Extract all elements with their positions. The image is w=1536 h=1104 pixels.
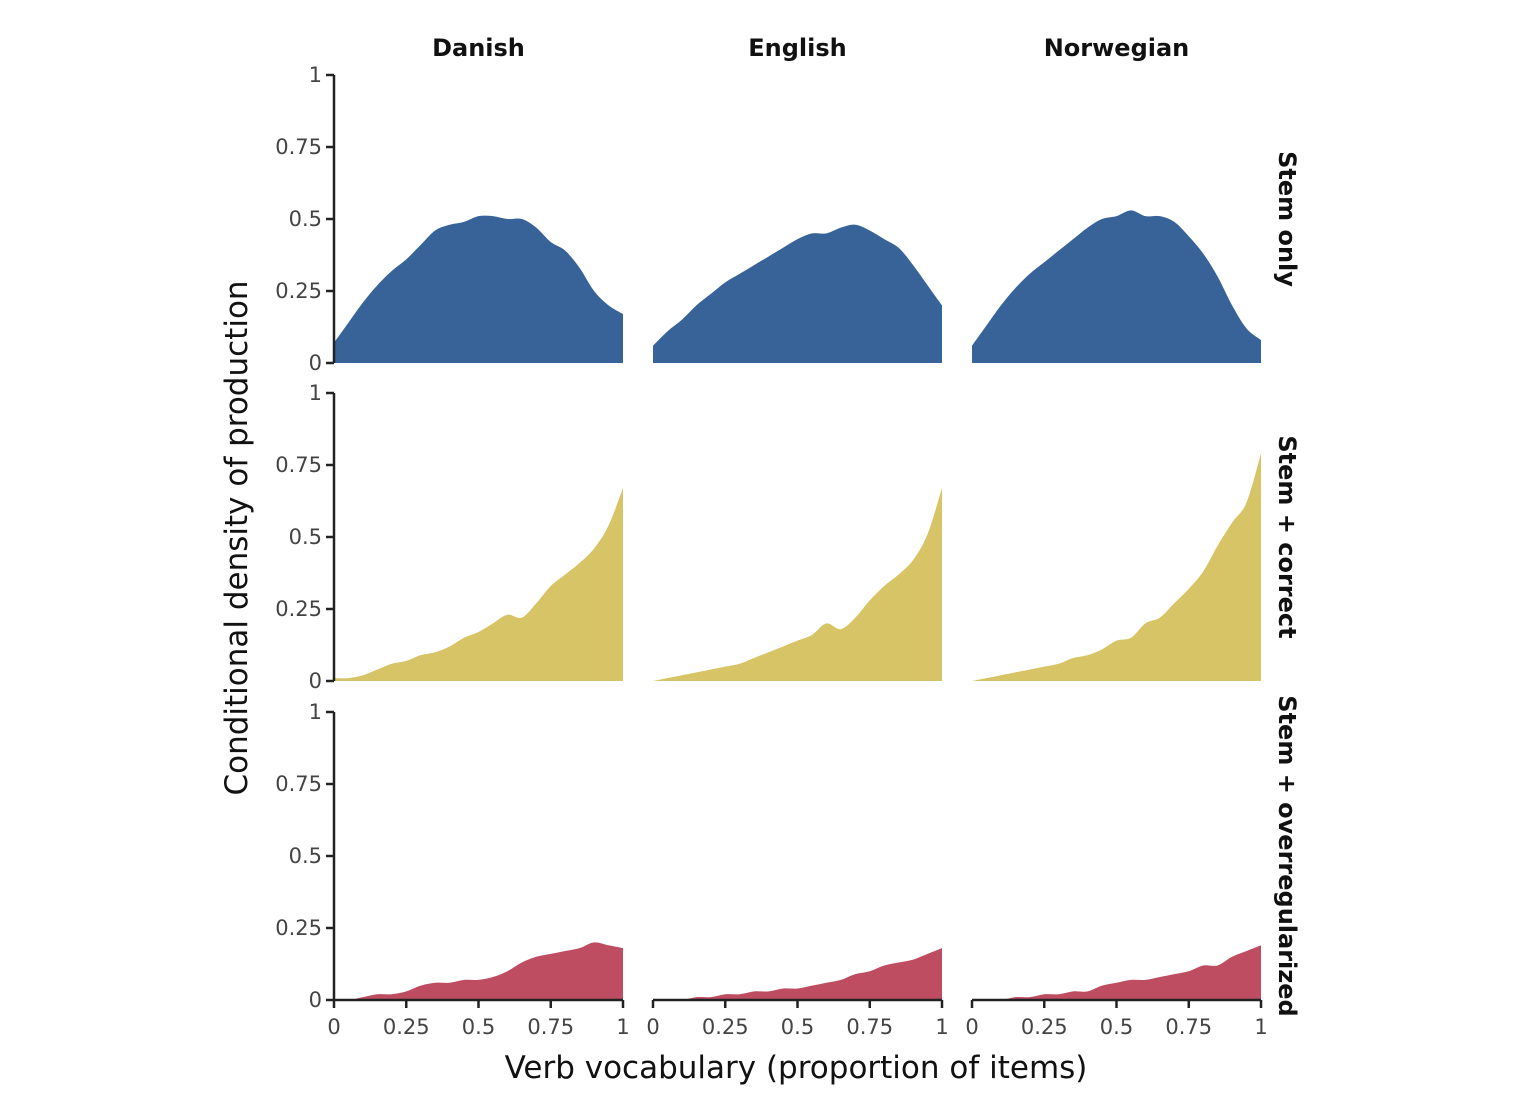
x-tick-label: 0.75 [527, 1015, 574, 1039]
x-axis-title: Verb vocabulary (proportion of items) [505, 1050, 1088, 1086]
density-area-stem-overregularized-danish [334, 942, 623, 1001]
y-tick-label: 1 [309, 63, 322, 87]
y-tick-label: 0 [309, 351, 322, 375]
x-tick-label: 0 [327, 1015, 340, 1039]
y-tick-label: 0.75 [275, 135, 322, 159]
labels-layer: Danish English Norwegian Stem only Stem + co… [432, 34, 1301, 1017]
density-area-stem-correct-norwegian [972, 453, 1261, 681]
column-label-english: English [748, 34, 846, 62]
panel-stem-overregularized-norwegian: 0 0.25 0.5 0.75 1 [965, 945, 1268, 1039]
panels-layer: 00.250.50.75100.250.50.75100.250.50.7510… [275, 63, 1267, 1039]
x-tick-label: 0.5 [781, 1015, 814, 1039]
density-area-stem-correct-english [653, 488, 942, 681]
y-axis-title: Conditional density of production [219, 280, 255, 795]
y-tick-label: 0.5 [289, 525, 322, 549]
panel-stem-correct-danish: 0 0.25 0.5 0.75 1 [275, 381, 623, 693]
column-label-norwegian: Norwegian [1044, 34, 1190, 62]
y-tick-label: 1 [309, 381, 322, 405]
y-tick-label: 0.25 [275, 597, 322, 621]
x-tick-label: 0.75 [1165, 1015, 1212, 1039]
x-tick-label: 0.25 [702, 1015, 749, 1039]
y-tick-label: 1 [309, 700, 322, 724]
x-tick-label: 1 [935, 1015, 948, 1039]
column-label-danish: Danish [432, 34, 525, 62]
x-tick-label: 0.25 [383, 1015, 430, 1039]
row-label-stem-correct: Stem + correct [1273, 435, 1301, 638]
x-tick-label: 0.75 [846, 1015, 893, 1039]
panel-stem-correct-english [653, 488, 942, 681]
density-area-stem-only-danish [334, 215, 623, 363]
density-area-stem-overregularized-english [653, 948, 942, 1001]
x-tick-label: 1 [616, 1015, 629, 1039]
x-tick-label: 1 [1254, 1015, 1267, 1039]
x-tick-label: 0 [965, 1015, 978, 1039]
panel-stem-only-english [653, 224, 942, 363]
density-area-stem-correct-danish [334, 488, 623, 681]
row-label-stem-only: Stem only [1273, 151, 1301, 287]
x-tick-label: 0.5 [462, 1015, 495, 1039]
density-area-stem-only-english [653, 224, 942, 363]
x-tick-label: 0 [646, 1015, 659, 1039]
panel-stem-only-danish: 0 0.25 0.5 0.75 1 [275, 63, 623, 375]
y-tick-label: 0.5 [289, 844, 322, 868]
x-tick-label: 0.25 [1021, 1015, 1068, 1039]
y-tick-label: 0.25 [275, 279, 322, 303]
y-tick-label: 0.5 [289, 207, 322, 231]
panel-stem-overregularized-english: 0 0.25 0.5 0.75 1 [646, 948, 949, 1039]
row-label-stem-overregularized: Stem + overregularized [1273, 695, 1301, 1016]
panel-stem-overregularized-danish: 0 0.25 0.5 0.75 1 0 0.25 0.5 0.75 1 [275, 700, 629, 1039]
y-tick-label: 0 [309, 669, 322, 693]
y-tick-label: 0.75 [275, 772, 322, 796]
y-tick-label: 0 [309, 988, 322, 1012]
density-area-stem-only-norwegian [972, 210, 1261, 363]
panel-stem-correct-norwegian [972, 453, 1261, 681]
y-tick-label: 0.25 [275, 916, 322, 940]
panel-stem-only-norwegian [972, 210, 1261, 363]
x-tick-label: 0.5 [1100, 1015, 1133, 1039]
y-tick-label: 0.75 [275, 453, 322, 477]
density-area-stem-overregularized-norwegian [972, 945, 1261, 1001]
